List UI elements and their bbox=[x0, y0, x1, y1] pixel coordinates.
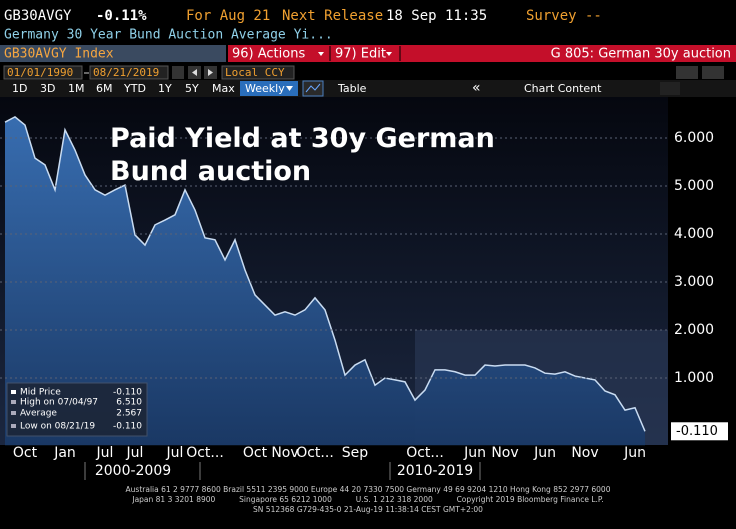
stat-label: High on 07/04/97 bbox=[20, 398, 98, 408]
undo-button[interactable] bbox=[676, 66, 698, 79]
stat-label: Average bbox=[20, 409, 57, 419]
survey: Survey -- bbox=[526, 8, 602, 24]
currency-box[interactable] bbox=[221, 65, 295, 80]
edit-button[interactable]: 97) Edit bbox=[335, 47, 386, 62]
legend-box bbox=[6, 382, 148, 437]
range-tab[interactable]: Max bbox=[212, 82, 235, 95]
actions-button[interactable]: 96) Actions bbox=[232, 47, 305, 62]
y-tick-label: 4.000 bbox=[674, 226, 714, 242]
dropdown-arrow bbox=[286, 86, 293, 91]
collapse[interactable]: « bbox=[472, 80, 481, 96]
next-arrow bbox=[208, 69, 213, 76]
range-tab[interactable]: 1D bbox=[12, 82, 27, 95]
y-tick-label: 3.000 bbox=[674, 274, 714, 290]
axis-background bbox=[668, 97, 736, 445]
y-tick-label: 1.000 bbox=[674, 370, 714, 386]
start-date[interactable]: 01/01/1990 bbox=[7, 66, 73, 79]
y-tick-label: 5.000 bbox=[674, 178, 714, 194]
x-tick-label: Sep bbox=[342, 445, 369, 461]
legend-swatch bbox=[11, 400, 16, 404]
chart-icon bbox=[305, 83, 321, 93]
x-tick-label: Jun bbox=[533, 445, 556, 461]
last-value-box bbox=[671, 422, 728, 441]
range-tab[interactable]: 1M bbox=[68, 82, 85, 95]
x-tick-label: Nov bbox=[491, 445, 518, 461]
change: -0.11% bbox=[96, 8, 147, 24]
page-title: G 805: German 30y auction bbox=[551, 47, 731, 62]
x-tick-label: Jun bbox=[463, 445, 486, 461]
security-box bbox=[0, 45, 226, 62]
legend: Mid Price -0.110 High on 07/04/97 6.510 Aver… bbox=[11, 388, 142, 432]
table-tab[interactable]: Table bbox=[337, 82, 367, 95]
plot bbox=[0, 115, 668, 446]
x-tick-label: Oct... bbox=[296, 445, 334, 461]
line bbox=[4, 115, 646, 432]
legend-swatch bbox=[11, 390, 16, 394]
end-date[interactable]: 08/21/2019 bbox=[93, 66, 159, 79]
area bbox=[5, 116, 645, 446]
legend-swatch bbox=[11, 424, 16, 428]
chart-content[interactable]: Chart Content bbox=[524, 82, 602, 95]
action-bar bbox=[228, 45, 736, 62]
calendar-button[interactable] bbox=[172, 66, 184, 79]
stat-value: -0.110 bbox=[113, 388, 142, 398]
dropdown-arrow bbox=[318, 52, 324, 56]
stat-value: 6.510 bbox=[116, 398, 142, 408]
frequency[interactable]: Weekly bbox=[245, 82, 285, 95]
end-date-box[interactable] bbox=[89, 65, 169, 80]
last-value-label: -0.110 bbox=[676, 424, 718, 439]
x-tick-label: Jan bbox=[53, 445, 76, 461]
x-tick-label: Nov bbox=[571, 445, 598, 461]
x-tick-label: Nov bbox=[271, 445, 298, 461]
y-tick-label: 2.000 bbox=[674, 322, 714, 338]
redo-button[interactable] bbox=[702, 66, 724, 79]
stat-value: -0.110 bbox=[113, 422, 142, 432]
x-tick-label: Jul bbox=[96, 445, 114, 461]
range-tab[interactable]: 3D bbox=[40, 82, 55, 95]
x-tick-label: Oct bbox=[13, 445, 38, 461]
chart-title: Paid Yield at 30y German Bund auction bbox=[110, 123, 495, 187]
frequency-box[interactable] bbox=[240, 81, 298, 96]
stat-value: 2.567 bbox=[116, 409, 142, 419]
range-tab[interactable]: 5Y bbox=[185, 82, 199, 95]
stat-label: Low on 08/21/19 bbox=[20, 422, 95, 432]
range-tab[interactable]: YTD bbox=[123, 82, 146, 95]
x-tick-label: Jun bbox=[623, 445, 646, 461]
legend-swatch bbox=[11, 411, 16, 415]
y-tick-label: 6.000 bbox=[674, 130, 714, 146]
settings-button[interactable] bbox=[660, 82, 680, 95]
for-date: For Aug 21 bbox=[186, 8, 270, 24]
prev-arrow bbox=[192, 69, 197, 76]
range-tab[interactable]: 1Y bbox=[158, 82, 172, 95]
security[interactable]: GB30AVGY Index bbox=[4, 47, 114, 62]
ticker: GB30AVGY bbox=[4, 8, 72, 24]
range-tab[interactable]: 6M bbox=[96, 82, 113, 95]
footer-line: Australia 61 2 9777 8600 Brazil 5511 239… bbox=[126, 485, 611, 494]
footer-line: Japan 81 3 3201 8900 Singapore 65 6212 1… bbox=[131, 495, 603, 504]
x-tick-label: Jul bbox=[126, 445, 144, 461]
dropdown-arrow bbox=[386, 52, 392, 56]
period-label: 2000-2009 bbox=[95, 463, 171, 479]
next-release-label: Next Release bbox=[282, 8, 383, 24]
x-tick-label: Oct bbox=[243, 445, 268, 461]
currency[interactable]: Local CCY bbox=[225, 66, 285, 79]
start-date-box[interactable] bbox=[3, 65, 83, 80]
x-tick-label: Oct... bbox=[406, 445, 444, 461]
stat-label: Mid Price bbox=[20, 388, 61, 398]
period-label: 2010-2019 bbox=[397, 463, 473, 479]
x-tick-label: Oct... bbox=[186, 445, 224, 461]
x-tick-label: Jul bbox=[166, 445, 184, 461]
description: Germany 30 Year Bund Auction Average Yi.… bbox=[4, 28, 333, 43]
range-bar bbox=[0, 80, 736, 97]
footer-line: SN 512368 G729-435-0 21-Aug-19 11:38:14 … bbox=[253, 505, 483, 514]
next-release: 18 Sep 11:35 bbox=[386, 8, 487, 24]
